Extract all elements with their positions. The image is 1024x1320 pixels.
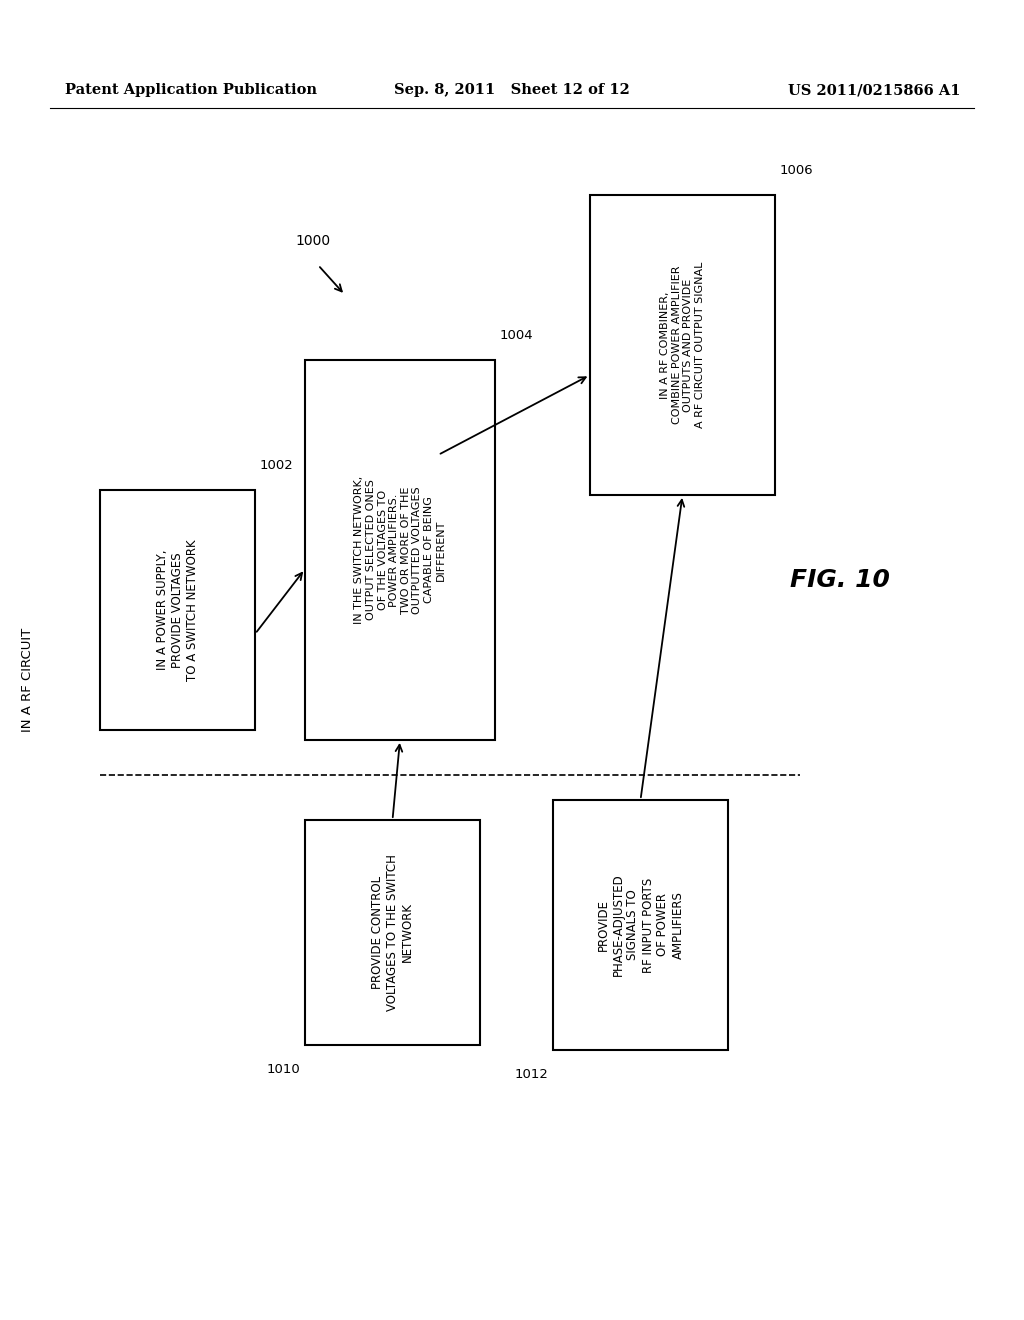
Text: Sep. 8, 2011   Sheet 12 of 12: Sep. 8, 2011 Sheet 12 of 12 (394, 83, 630, 96)
Text: IN A RF COMBINER,
COMBINE POWER AMPLIFIER
OUTPUTS AND PROVIDE
A RF CIRCUIT OUTPU: IN A RF COMBINER, COMBINE POWER AMPLIFIE… (660, 261, 705, 428)
Text: IN A RF CIRCUIT: IN A RF CIRCUIT (22, 628, 35, 733)
Bar (305, 820, 480, 1045)
Text: 1010: 1010 (266, 1063, 300, 1076)
Text: 1004: 1004 (500, 329, 534, 342)
Text: Patent Application Publication: Patent Application Publication (65, 83, 317, 96)
Bar (590, 195, 775, 495)
Bar (305, 360, 495, 741)
Text: PROVIDE CONTROL
VOLTAGES TO THE SWITCH
NETWORK: PROVIDE CONTROL VOLTAGES TO THE SWITCH N… (371, 854, 414, 1011)
Text: US 2011/0215866 A1: US 2011/0215866 A1 (787, 83, 961, 96)
Text: 1002: 1002 (260, 459, 294, 473)
Text: IN A POWER SUPPLY,
PROVIDE VOLTAGES
TO A SWITCH NETWORK: IN A POWER SUPPLY, PROVIDE VOLTAGES TO A… (156, 539, 199, 681)
Text: FIG. 10: FIG. 10 (790, 568, 890, 591)
Text: 1000: 1000 (295, 234, 330, 248)
Text: 1006: 1006 (780, 164, 814, 177)
Text: PROVIDE
PHASE-ADJUSTED
SIGNALS TO
RF INPUT PORTS
OF POWER
AMPLIFIERS: PROVIDE PHASE-ADJUSTED SIGNALS TO RF INP… (597, 874, 684, 977)
Bar (553, 800, 728, 1049)
Text: 1012: 1012 (514, 1068, 548, 1081)
Text: IN THE SWITCH NETWORK,
OUTPUT SELECTED ONES
OF THE VOLTAGES TO
POWER AMPLIFIERS.: IN THE SWITCH NETWORK, OUTPUT SELECTED O… (354, 477, 445, 624)
Bar (100, 490, 255, 730)
